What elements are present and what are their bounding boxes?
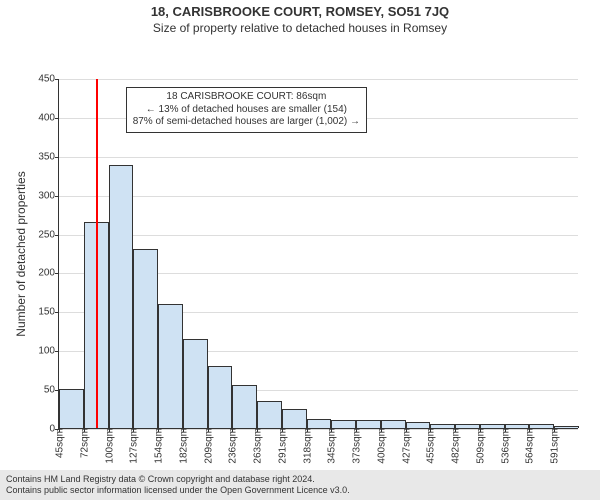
ytick-label: 200 (38, 268, 59, 279)
ytick-label: 350 (38, 151, 59, 162)
page-subtitle: Size of property relative to detached ho… (0, 21, 600, 35)
histogram-bar (257, 401, 282, 428)
y-axis-title: Number of detached properties (14, 79, 28, 429)
xtick-label: 509sqm (473, 428, 486, 464)
footer-line-2: Contains public sector information licen… (6, 485, 594, 496)
ytick-label: 450 (38, 74, 59, 85)
xtick-label: 482sqm (449, 428, 462, 464)
histogram-bar (381, 420, 406, 428)
histogram-bar (307, 419, 332, 428)
xtick-label: 182sqm (176, 428, 189, 464)
xtick-label: 373sqm (350, 428, 363, 464)
xtick-label: 45sqm (53, 428, 66, 458)
footer: Contains HM Land Registry data © Crown c… (0, 470, 600, 500)
xtick-label: 400sqm (374, 428, 387, 464)
xtick-label: 100sqm (102, 428, 115, 464)
histogram-bar (282, 409, 307, 428)
histogram-bar (331, 420, 356, 428)
xtick-label: 591sqm (548, 428, 561, 464)
xtick-label: 536sqm (498, 428, 511, 464)
histogram-bar (183, 339, 208, 428)
histogram-bar (158, 304, 183, 428)
xtick-label: 564sqm (523, 428, 536, 464)
gridline (59, 79, 578, 80)
ytick-label: 100 (38, 346, 59, 357)
xtick-label: 127sqm (127, 428, 140, 464)
histogram-bar (133, 249, 158, 428)
xtick-label: 455sqm (424, 428, 437, 464)
footer-line-1: Contains HM Land Registry data © Crown c… (6, 474, 594, 485)
xtick-label: 72sqm (77, 428, 90, 458)
annotation-line: 18 CARISBROOKE COURT: 86sqm (133, 91, 360, 104)
annotation-line: ← 13% of detached houses are smaller (15… (133, 104, 360, 117)
annotation-box: 18 CARISBROOKE COURT: 86sqm← 13% of deta… (126, 87, 367, 133)
histogram-bar (232, 385, 257, 428)
ytick-label: 250 (38, 229, 59, 240)
annotation-line: 87% of semi-detached houses are larger (… (133, 116, 360, 129)
ytick-label: 400 (38, 112, 59, 123)
xtick-label: 427sqm (399, 428, 412, 464)
gridline (59, 235, 578, 236)
histogram-bar (356, 420, 381, 428)
xtick-label: 345sqm (325, 428, 338, 464)
ytick-label: 150 (38, 307, 59, 318)
gridline (59, 196, 578, 197)
xtick-label: 154sqm (152, 428, 165, 464)
reference-line (96, 79, 98, 428)
chart-area: Number of detached properties 0501001502… (0, 35, 600, 479)
histogram-bar (59, 389, 84, 428)
xtick-label: 291sqm (275, 428, 288, 464)
page-title: 18, CARISBROOKE COURT, ROMSEY, SO51 7JQ (0, 4, 600, 19)
xtick-label: 236sqm (226, 428, 239, 464)
ytick-label: 50 (44, 385, 59, 396)
xtick-label: 209sqm (201, 428, 214, 464)
plot-area: 05010015020025030035040045045sqm72sqm100… (58, 79, 578, 429)
histogram-bar (208, 366, 233, 428)
histogram-bar (109, 165, 134, 428)
xtick-label: 263sqm (251, 428, 264, 464)
ytick-label: 300 (38, 190, 59, 201)
xtick-label: 318sqm (300, 428, 313, 464)
gridline (59, 157, 578, 158)
